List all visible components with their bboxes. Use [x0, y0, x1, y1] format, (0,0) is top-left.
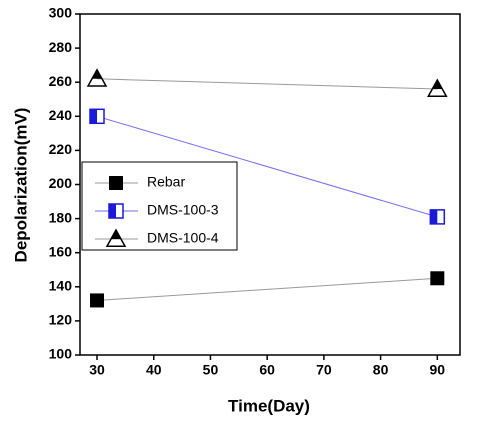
- marker-shape: [109, 176, 123, 190]
- marker-shape: [90, 293, 105, 308]
- x-axis-label: Time(Day): [228, 396, 310, 415]
- marker-fill: [90, 109, 98, 124]
- x-tick-label: 30: [89, 362, 105, 378]
- series-line: [96, 78, 438, 90]
- x-tick-label: 60: [259, 362, 275, 378]
- y-tick-label: 300: [49, 5, 73, 21]
- marker: [86, 68, 108, 87]
- series-line: [96, 115, 438, 218]
- marker: [430, 271, 445, 286]
- y-tick-label: 260: [49, 73, 73, 89]
- y-tick-label: 220: [49, 141, 73, 157]
- legend-label: Rebar: [147, 174, 185, 190]
- marker-fill: [111, 230, 121, 239]
- marker: [90, 293, 105, 308]
- marker: [89, 108, 105, 125]
- y-tick-label: 240: [49, 107, 73, 123]
- y-tick-label: 140: [49, 278, 73, 294]
- y-tick-label: 200: [49, 175, 73, 191]
- legend-marker: [105, 228, 127, 247]
- marker-fill: [432, 80, 442, 90]
- marker-shape: [427, 78, 448, 97]
- series-line: [96, 277, 438, 301]
- x-tick-label: 70: [316, 362, 332, 378]
- marker: [429, 209, 446, 225]
- y-tick-label: 100: [49, 346, 73, 362]
- legend-box: [81, 161, 238, 251]
- y-tick-label: 180: [49, 209, 73, 225]
- x-tick-label: 90: [430, 362, 446, 378]
- marker-fill: [92, 69, 102, 79]
- marker-shape: [430, 271, 445, 286]
- legend-label: DMS-100-3: [147, 202, 219, 218]
- y-axis-label: Depolarization(mV): [11, 108, 30, 263]
- marker: [427, 78, 448, 97]
- marker-fill: [430, 209, 438, 224]
- legend-label: DMS-100-4: [147, 230, 219, 246]
- y-tick-label: 120: [49, 312, 73, 328]
- x-tick-label: 50: [203, 362, 219, 378]
- marker-shape: [105, 228, 127, 247]
- x-tick-label: 40: [146, 362, 162, 378]
- legend-marker: [108, 203, 124, 219]
- x-tick-label: 80: [373, 362, 389, 378]
- marker-shape: [86, 68, 108, 87]
- legend: Rebar DMS-100-3 DMS-100-4: [81, 161, 238, 251]
- legend-marker: [109, 176, 123, 190]
- y-tick-label: 160: [49, 243, 73, 259]
- marker-fill: [109, 204, 116, 218]
- y-tick-label: 280: [49, 39, 73, 55]
